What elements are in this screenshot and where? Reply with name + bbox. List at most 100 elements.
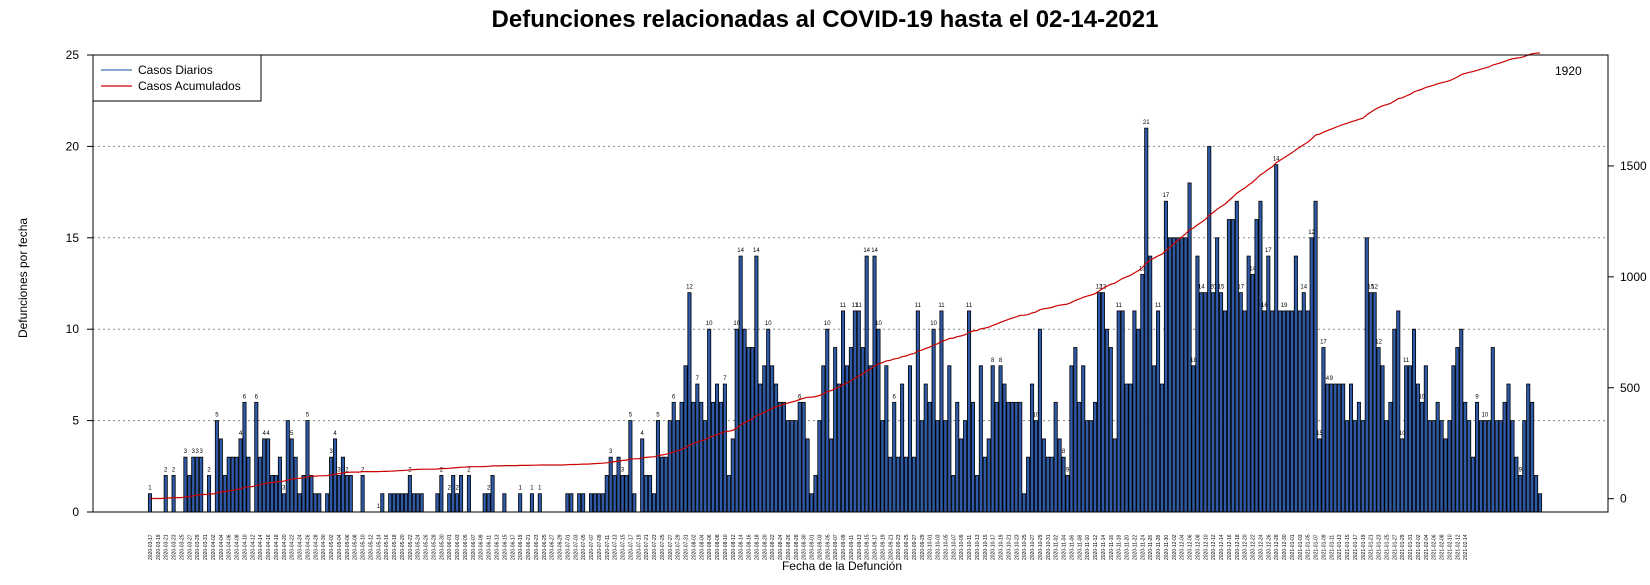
bar xyxy=(837,383,842,513)
bar xyxy=(848,347,853,513)
bar-value-label: 11 xyxy=(966,303,973,309)
bar xyxy=(1364,237,1369,513)
bar xyxy=(502,493,507,513)
bar xyxy=(1152,365,1157,513)
bar xyxy=(1317,438,1322,513)
x-tick-label: 2020-05-08 xyxy=(353,534,359,560)
x-tick-label: 2021-01-17 xyxy=(1353,534,1359,560)
bar xyxy=(447,493,452,513)
x-tick-label: 2020-08-06 xyxy=(707,534,713,560)
bar-value-label: 17 xyxy=(1265,248,1272,254)
bar xyxy=(1258,200,1263,513)
x-tick-label: 2020-08-08 xyxy=(715,534,721,560)
bar xyxy=(758,383,763,513)
bar xyxy=(1002,383,1007,513)
x-tick-label: 2020-05-14 xyxy=(376,534,382,560)
bar xyxy=(974,475,979,513)
bar xyxy=(687,292,692,513)
x-tick-label: 2020-09-23 xyxy=(896,534,902,560)
y-tick-label: 25 xyxy=(66,48,80,62)
x-tick-label: 2021-02-04 xyxy=(1424,534,1430,560)
bar xyxy=(856,310,861,513)
bar xyxy=(844,365,849,513)
bar xyxy=(904,456,909,513)
bar xyxy=(246,456,251,513)
bar xyxy=(270,475,275,513)
x-tick-label: 2020-09-21 xyxy=(888,534,894,560)
bar xyxy=(927,401,932,513)
bar xyxy=(1514,456,1519,513)
bar-value-label: 3 xyxy=(184,449,188,455)
x-tick-label: 2021-02-12 xyxy=(1455,534,1461,560)
x-tick-label: 2020-11-26 xyxy=(1148,535,1154,560)
bar-value-label: 9 xyxy=(1330,376,1334,382)
bar xyxy=(778,401,783,513)
x-tick-label: 2021-01-19 xyxy=(1361,534,1367,560)
bar xyxy=(289,438,294,513)
bar-value-label: 7 xyxy=(696,376,700,382)
bar xyxy=(612,475,617,513)
bar xyxy=(659,456,664,513)
bar-value-label: 16 xyxy=(1261,303,1268,309)
bar-value-label: 10 xyxy=(1399,431,1406,437)
bar xyxy=(825,328,830,513)
bar xyxy=(518,493,523,513)
daily-bars xyxy=(147,127,1543,513)
bar xyxy=(1270,310,1275,513)
bar-value-label: 2 xyxy=(164,467,168,473)
x-tick-label: 2020-03-23 xyxy=(172,534,178,560)
x-tick-label: 2020-07-21 xyxy=(644,534,650,560)
bar xyxy=(1419,401,1424,513)
x-tick-label: 2020-10-21 xyxy=(1006,534,1012,560)
bar-value-label: 15 xyxy=(1316,431,1323,437)
bar xyxy=(1132,310,1137,513)
bar-value-label: 6 xyxy=(255,394,259,400)
bar xyxy=(663,456,668,513)
x-tick-label: 2020-05-04 xyxy=(337,534,343,560)
x-tick-label: 2020-09-29 xyxy=(920,534,926,560)
bar xyxy=(1254,219,1259,513)
bar xyxy=(734,328,739,513)
bar xyxy=(1085,420,1090,513)
bar-value-label: 17 xyxy=(1320,339,1327,345)
bar xyxy=(1108,347,1113,513)
x-tick-label: 2020-09-25 xyxy=(904,534,910,560)
bar-value-label: 10 xyxy=(824,321,831,327)
bar xyxy=(990,365,995,513)
x-tick-label: 2021-02-14 xyxy=(1463,534,1469,560)
bar xyxy=(1522,420,1527,513)
bar xyxy=(1096,292,1102,513)
x-tick-label: 2020-07-13 xyxy=(613,534,619,560)
bar xyxy=(1368,292,1373,513)
bar xyxy=(1526,383,1531,513)
bar xyxy=(644,475,649,513)
bar xyxy=(841,310,846,513)
bar xyxy=(868,365,873,513)
bar xyxy=(1026,456,1031,513)
x-tick-label: 2020-07-01 xyxy=(565,534,571,560)
bar xyxy=(183,456,188,513)
bar-value-label: 14 xyxy=(1198,285,1205,291)
x-tick-label: 2020-12-22 xyxy=(1251,534,1257,560)
x-tick-label: 2020-10-15 xyxy=(983,534,989,560)
x-tick-label: 2020-08-02 xyxy=(691,534,697,560)
bar xyxy=(1104,328,1109,513)
bar xyxy=(829,438,834,513)
bar-value-label: 2 xyxy=(207,467,211,473)
bar xyxy=(1041,438,1046,513)
bar xyxy=(813,475,818,513)
x-tick-label: 2020-10-27 xyxy=(1030,534,1036,560)
bar-value-label: 9 xyxy=(1519,467,1523,473)
bar xyxy=(392,493,397,513)
x-tick-label: 2020-09-05 xyxy=(825,534,831,560)
bar-value-label: 1 xyxy=(377,504,381,510)
bar xyxy=(1163,200,1168,513)
bar xyxy=(1404,365,1409,513)
x-tick-label: 2020-09-13 xyxy=(857,534,863,560)
bar xyxy=(923,383,928,513)
x-tick-label: 2020-03-21 xyxy=(164,534,170,560)
x-tick-label: 2020-10-23 xyxy=(1014,534,1020,560)
x-tick-label: 2020-11-30 xyxy=(1164,535,1170,560)
bar-value-label: 21 xyxy=(1143,120,1150,126)
bar xyxy=(640,438,645,513)
